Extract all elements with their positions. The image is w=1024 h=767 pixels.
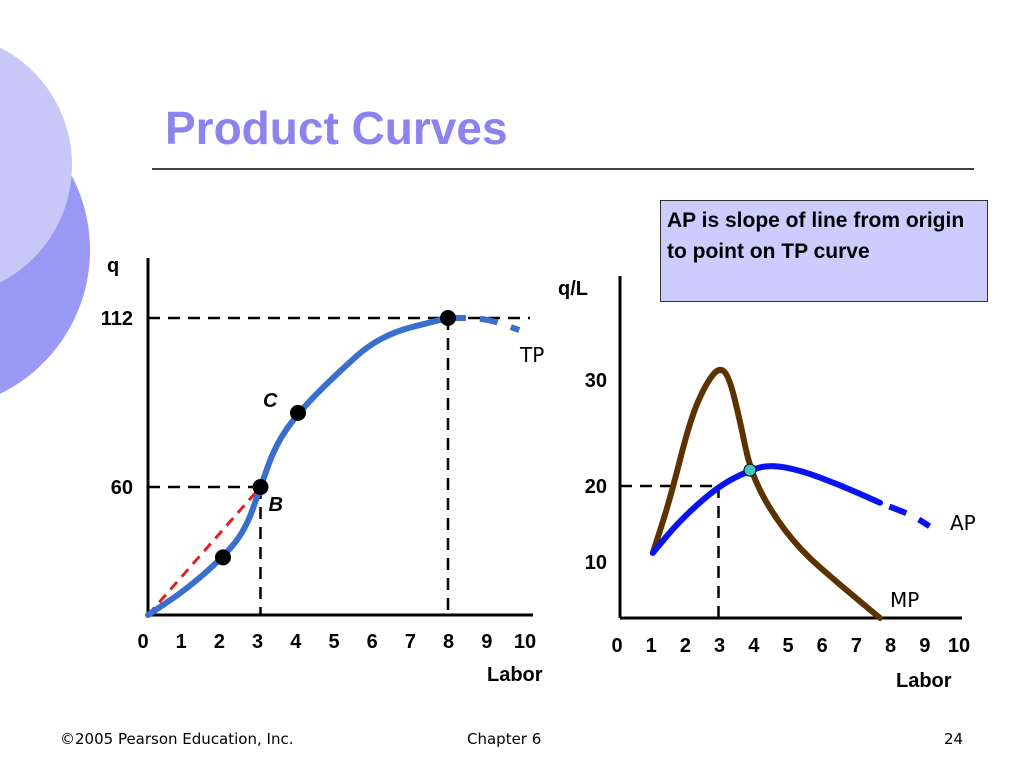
x-tick-label: 5 [782,635,793,657]
data-point [440,310,456,326]
x-tick-label: 3 [252,631,263,653]
series-tp-line [145,315,451,618]
tp-chart: q Labor 0 1 2 3 4 5 6 7 8 9 10 60 112 TP B C [101,255,545,686]
x-tick-label: 6 [817,635,828,657]
ray-from-origin [146,486,262,616]
series-mp-line [649,366,883,621]
y-tick-label: 10 [585,552,607,574]
data-point [215,549,231,566]
data-point [743,463,757,477]
x-tick-label: 7 [405,631,416,653]
series-ap-dashed [888,503,932,529]
x-axis-label: Labor [487,664,543,686]
copyright: ©2005 Pearson Education, Inc. [60,730,293,748]
x-tick-label: 8 [885,635,896,657]
x-tick-label: 9 [481,631,492,653]
annotation-box: AP is slope of line from origin to point… [660,200,988,302]
x-tick-label: 9 [919,635,930,657]
y-tick-label: 20 [585,476,607,498]
x-tick-label: 10 [514,631,536,653]
y-tick-label: 112 [101,308,133,330]
x-tick-label: 5 [328,631,339,653]
ap-mp-chart: q/L Labor 0 1 2 3 4 5 6 7 8 9 10 10 20 30 MP AP [558,276,976,692]
chapter-label: Chapter 6 [467,730,541,748]
x-tick-label: 7 [851,635,862,657]
series-label-ap: AP [950,511,976,535]
series-tp-dashed [448,315,521,333]
x-tick-label: 1 [176,631,187,653]
data-point [252,479,269,495]
x-tick-label: 2 [214,631,225,653]
x-axis-label: Labor [896,670,952,692]
x-tick-label: 0 [137,631,148,653]
x-tick-label: 0 [611,635,622,657]
decor-circle-light [0,47,72,283]
x-tick-label: 4 [290,631,302,653]
data-point [290,404,306,421]
x-tick-label: 6 [367,631,378,653]
y-axis-label: q/L [558,278,588,300]
series-ap-line [649,463,883,556]
x-tick-label: 2 [680,635,691,657]
slide-title: Product Curves [165,102,508,154]
series-label-tp: TP [519,343,544,367]
x-tick-label: 3 [714,635,725,657]
x-tick-label: 10 [948,635,970,657]
x-tick-label: 8 [443,631,454,653]
x-tick-label: 4 [748,635,760,657]
y-tick-label: 30 [585,370,607,392]
x-tick-label: 1 [646,635,657,657]
y-axis-label: q [107,255,119,277]
point-label-b: B [269,494,283,516]
point-label-c: C [263,390,278,412]
page-number: 24 [944,730,963,748]
y-tick-label: 60 [111,477,133,499]
series-label-mp: MP [890,588,919,612]
